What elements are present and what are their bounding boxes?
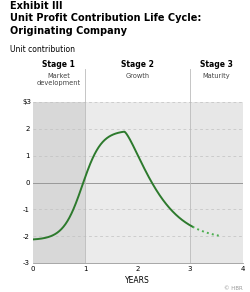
Bar bbox=[32, 102, 85, 263]
Text: Originating Company: Originating Company bbox=[10, 26, 127, 36]
Text: Stage 1: Stage 1 bbox=[42, 60, 75, 69]
Text: Unit contribution: Unit contribution bbox=[10, 45, 75, 54]
Text: Unit Profit Contribution Life Cycle:: Unit Profit Contribution Life Cycle: bbox=[10, 13, 202, 23]
Text: Market
development: Market development bbox=[37, 73, 81, 86]
Bar bbox=[85, 102, 190, 263]
Text: Stage 3: Stage 3 bbox=[200, 60, 233, 69]
Text: Maturity: Maturity bbox=[202, 73, 230, 79]
Text: $3: $3 bbox=[22, 99, 32, 105]
Text: © HBR: © HBR bbox=[224, 286, 242, 291]
Text: Exhibit III: Exhibit III bbox=[10, 1, 62, 11]
X-axis label: YEARS: YEARS bbox=[125, 276, 150, 285]
Bar bbox=[190, 102, 242, 263]
Text: Stage 2: Stage 2 bbox=[121, 60, 154, 69]
Text: Growth: Growth bbox=[126, 73, 150, 79]
